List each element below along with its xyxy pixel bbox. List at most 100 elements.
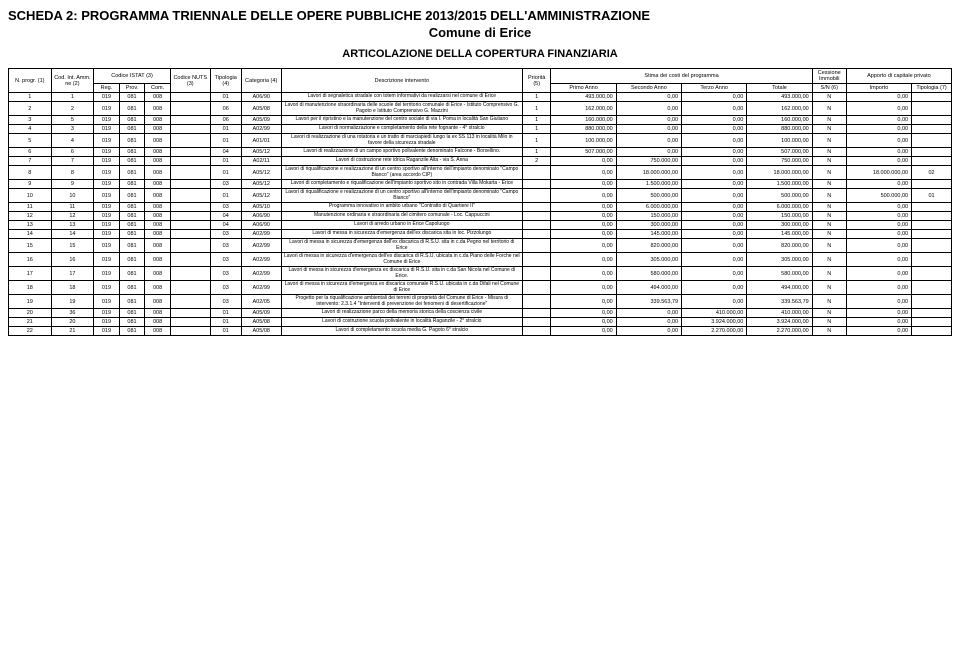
cell-tip: 03 [210, 267, 241, 281]
cell-imp: 0,00 [846, 157, 911, 166]
cell-tip: 01 [210, 93, 241, 102]
cell-a1: 0,00 [551, 166, 616, 180]
cell-tot: 300.000,00 [747, 221, 812, 230]
cell-com: 008 [145, 157, 171, 166]
cell-tip: 01 [210, 134, 241, 148]
cell-cod: 17 [51, 267, 94, 281]
cell-n: 11 [9, 203, 52, 212]
cell-tot: 820.000,00 [747, 239, 812, 253]
page-subtitle: ARTICOLAZIONE DELLA COPERTURA FINANZIARI… [8, 48, 952, 60]
cell-a3: 3.924.000,00 [682, 318, 747, 327]
table-row: 141401908100803A02/99Lavori di messa in … [9, 230, 952, 239]
cell-reg: 019 [94, 102, 120, 116]
cell-tot: 1.500.000,00 [747, 180, 812, 189]
cell-desc: Lavori di segnaletica stradale con totem… [281, 93, 522, 102]
cell-n: 2 [9, 102, 52, 116]
cell-cat: A06/90 [241, 221, 281, 230]
cell-ces: N [812, 327, 846, 336]
cell-a3: 0,00 [682, 116, 747, 125]
cell-prov: 081 [119, 102, 145, 116]
cell-a1: 0,00 [551, 318, 616, 327]
cell-a2: 1.500.000,00 [616, 180, 681, 189]
cell-n: 8 [9, 166, 52, 180]
cell-reg: 019 [94, 295, 120, 309]
cell-cod: 8 [51, 166, 94, 180]
cell-desc: Progetto per la riqualificazione ambient… [281, 295, 522, 309]
cell-imp: 500.000,00 [846, 189, 911, 203]
cell-prov: 081 [119, 189, 145, 203]
cell-prov: 081 [119, 148, 145, 157]
cell-reg: 019 [94, 180, 120, 189]
cell-a2: 580.000,00 [616, 267, 681, 281]
cell-imp: 0,00 [846, 295, 911, 309]
cell-a3: 0,00 [682, 102, 747, 116]
cell-prov: 081 [119, 267, 145, 281]
th-terzo: Terzo Anno [682, 84, 747, 93]
cell-a2: 820.000,00 [616, 239, 681, 253]
cell-ces: N [812, 203, 846, 212]
table-row: 9901908100803A05/12Lavori di completamen… [9, 180, 952, 189]
cell-cat: A06/90 [241, 93, 281, 102]
cell-imp: 0,00 [846, 239, 911, 253]
cell-reg: 019 [94, 230, 120, 239]
cell-pri [523, 239, 551, 253]
cell-n: 22 [9, 327, 52, 336]
cell-cod: 21 [51, 327, 94, 336]
cell-a3: 0,00 [682, 295, 747, 309]
cell-a3: 0,00 [682, 212, 747, 221]
cell-ces: N [812, 148, 846, 157]
cell-a3: 0,00 [682, 189, 747, 203]
cell-cat: A01/01 [241, 134, 281, 148]
cell-com: 008 [145, 318, 171, 327]
cell-a3: 0,00 [682, 230, 747, 239]
cell-n: 10 [9, 189, 52, 203]
th-tipfin: Tipologia (7) [912, 84, 952, 93]
page-title-1: SCHEDA 2: PROGRAMMA TRIENNALE DELLE OPER… [8, 8, 952, 23]
table-row: 121201908100804A06/90Manutenzione ordina… [9, 212, 952, 221]
th-importo: Importo [846, 84, 911, 93]
th-primo: Primo Anno [551, 84, 616, 93]
cell-pri: 1 [523, 93, 551, 102]
cell-a2: 0,00 [616, 102, 681, 116]
cell-prov: 081 [119, 125, 145, 134]
cell-n: 4 [9, 125, 52, 134]
cell-pri: 2 [523, 157, 551, 166]
cell-cat: A05/12 [241, 148, 281, 157]
cell-a3: 0,00 [682, 148, 747, 157]
cell-nuts [170, 166, 210, 180]
cell-reg: 019 [94, 189, 120, 203]
cell-a3: 0,00 [682, 166, 747, 180]
cell-tip: 04 [210, 221, 241, 230]
cell-cat: A05/08 [241, 318, 281, 327]
cell-prov: 081 [119, 134, 145, 148]
table-row: 131301908100804A06/90Lavori di arredo ur… [9, 221, 952, 230]
table-row: 5401908100801A01/01Lavori di realizzazio… [9, 134, 952, 148]
cell-tot: 305.000,00 [747, 253, 812, 267]
cell-reg: 019 [94, 166, 120, 180]
cell-reg: 019 [94, 221, 120, 230]
cell-desc: Lavori di messa in sicurezza d'emergenza… [281, 253, 522, 267]
th-codint: Cod. Int. Amm. ne (2) [51, 69, 94, 93]
cell-tip: 01 [210, 318, 241, 327]
cell-tip: 01 [210, 166, 241, 180]
cell-tip: 03 [210, 281, 241, 295]
cell-reg: 019 [94, 125, 120, 134]
table-body: 1101908100801A06/90Lavori di segnaletica… [9, 93, 952, 336]
main-table: N. progr. (1) Cod. Int. Amm. ne (2) Codi… [8, 68, 952, 336]
cell-pri: 1 [523, 125, 551, 134]
cell-tf [912, 221, 952, 230]
cell-nuts [170, 318, 210, 327]
cell-a2: 0,00 [616, 116, 681, 125]
cell-nuts [170, 180, 210, 189]
cell-nuts [170, 157, 210, 166]
cell-tf [912, 203, 952, 212]
cell-desc: Lavori di messa in sicurezza d'emergenza… [281, 230, 522, 239]
table-row: 101001908100801A05/12Lavori di riqualifi… [9, 189, 952, 203]
cell-a1: 0,00 [551, 253, 616, 267]
cell-a2: 0,00 [616, 318, 681, 327]
th-prov: Prov. [119, 84, 145, 93]
cell-a3: 2.270.000,00 [682, 327, 747, 336]
cell-pri: 1 [523, 116, 551, 125]
cell-reg: 019 [94, 253, 120, 267]
cell-a2: 339.563,79 [616, 295, 681, 309]
